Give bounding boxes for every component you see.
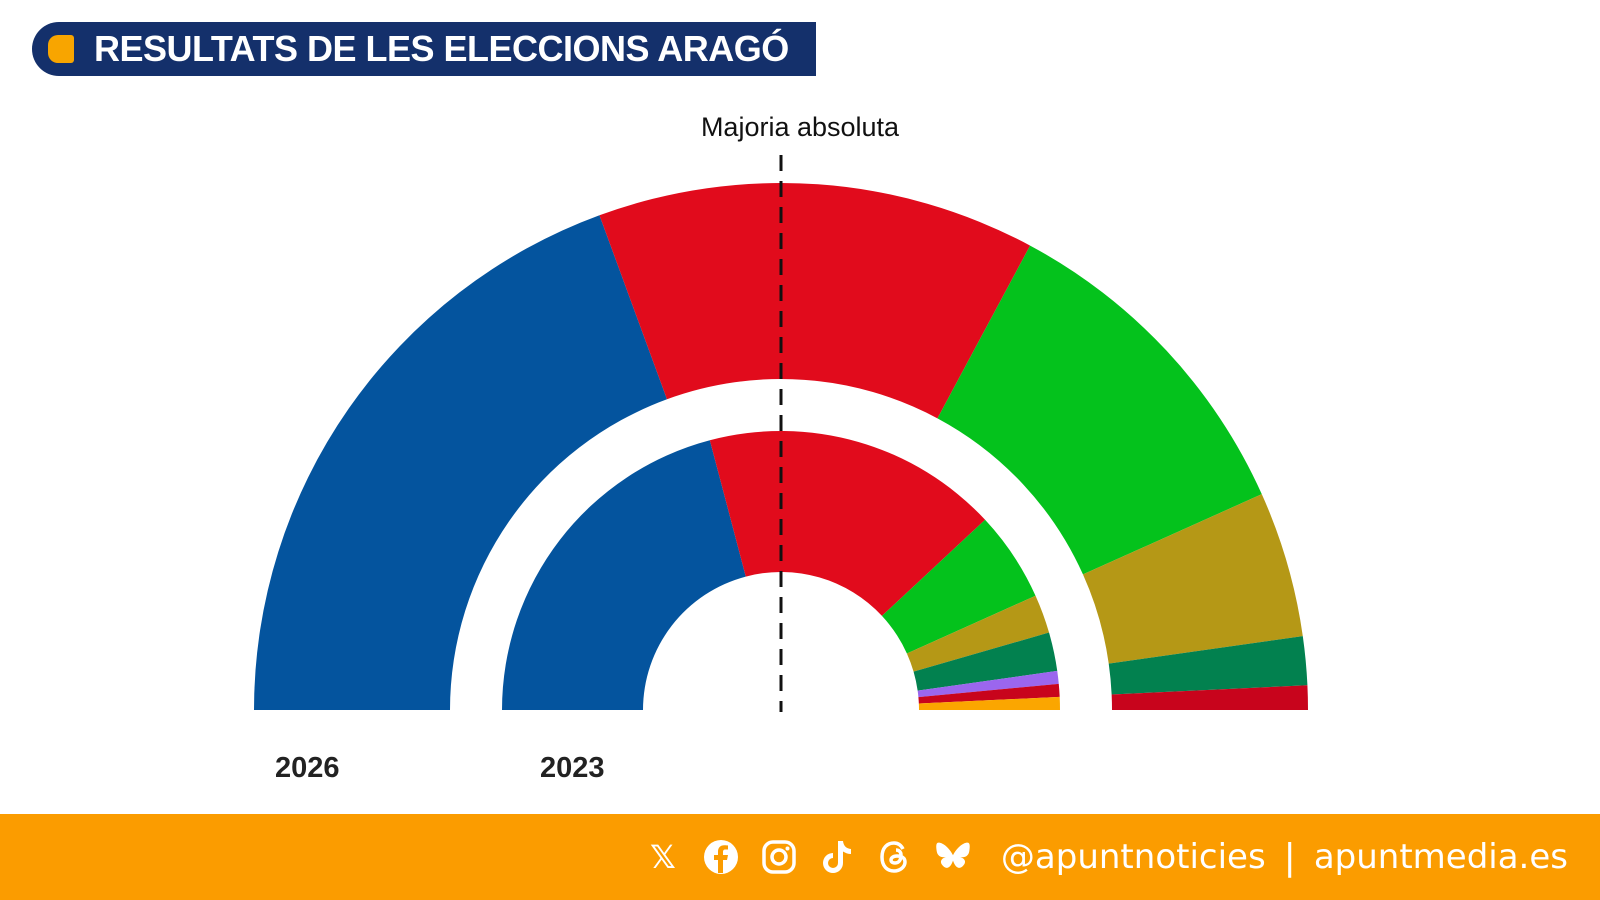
seat-segment-2023-7 <box>918 696 1060 710</box>
title-bar: RESULTATS DE LES ELECCIONS ARAGÓ <box>32 22 816 76</box>
threads-icon[interactable] <box>877 839 913 875</box>
seat-segment-2026-1 <box>599 182 1031 419</box>
footer: 𝕏 @apuntnoticies | apuntmedia.es <box>0 814 1600 900</box>
seat-segment-2023-4 <box>913 632 1058 691</box>
seat-segment-2023-2 <box>881 519 1036 654</box>
tiktok-icon[interactable] <box>819 839 855 875</box>
seat-segment-2026-3 <box>1082 494 1303 664</box>
facebook-icon[interactable] <box>703 839 739 875</box>
bluesky-icon[interactable] <box>935 839 971 875</box>
social-handle[interactable]: @apuntnoticies <box>1000 837 1266 877</box>
seat-segment-2026-2 <box>937 245 1262 575</box>
x-icon[interactable]: 𝕏 <box>650 838 676 876</box>
seat-segment-2023-5 <box>917 670 1059 698</box>
instagram-icon[interactable] <box>761 839 797 875</box>
seat-segment-2026-4 <box>1108 636 1308 695</box>
seat-segment-2026-0 <box>254 215 667 710</box>
year-label-2023: 2023 <box>540 752 605 784</box>
seat-segment-2023-0 <box>502 440 746 710</box>
website-link[interactable]: apuntmedia.es <box>1313 837 1568 877</box>
majority-label: Majoria absoluta <box>700 112 900 142</box>
title-accent-mark <box>48 35 74 63</box>
seat-segment-2023-1 <box>709 431 986 616</box>
footer-separator: | <box>1283 836 1296 878</box>
seat-segment-2026-5 <box>1111 685 1308 710</box>
seat-segment-2023-6 <box>918 683 1060 704</box>
page-title: RESULTATS DE LES ELECCIONS ARAGÓ <box>94 28 789 69</box>
year-label-2026: 2026 <box>275 752 340 784</box>
seat-segment-2023-3 <box>906 595 1050 672</box>
